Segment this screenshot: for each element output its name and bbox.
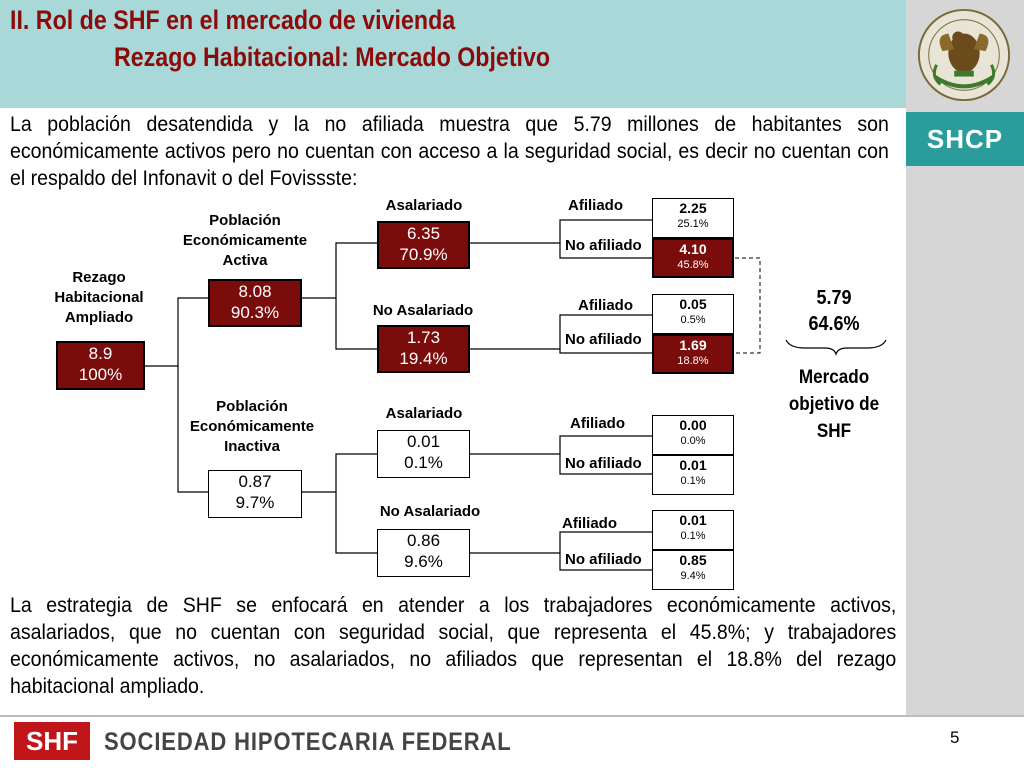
a1-no-afiliado-pct: 45.8% (677, 259, 709, 271)
i2-no-afiliado-value: 0.85 (679, 552, 707, 568)
slide-subtitle: Rezago Habitacional: Mercado Objetivo (114, 42, 551, 72)
intro-paragraph: La población desatendida y la no afiliad… (10, 113, 889, 190)
i1-no-afiliado-node: 0.01 0.1% (652, 455, 734, 495)
inactiva-no-asalariado-value: 0.86 (406, 531, 441, 550)
root-node: 8.9 100% (56, 341, 145, 390)
activa-asalariado-node: 6.35 70.9% (377, 221, 470, 269)
summary-pct: 64.6% (808, 313, 860, 335)
shcp-logo: SHCP (906, 112, 1024, 166)
i1-no-afiliado-value: 0.01 (679, 457, 707, 473)
i1-afiliado-pct: 0.0% (680, 435, 706, 447)
inactiva-no-asalariado-node: 0.86 9.6% (377, 529, 470, 577)
a1-afiliado-pct: 25.1% (677, 218, 709, 230)
mexican-coat-of-arms-seal-icon (917, 8, 1011, 102)
root-pct: 100% (78, 365, 123, 384)
i2-afiliado-value: 0.01 (679, 512, 707, 528)
a1-no-afiliado-value: 4.10 (679, 241, 707, 257)
a1-no-afiliado-node: 4.10 45.8% (652, 238, 734, 278)
a1-afiliado-node: 2.25 25.1% (652, 198, 734, 238)
inactiva-no-asalariado-label: No Asalariado (379, 503, 481, 520)
a2-no-afiliado-pct: 18.8% (677, 355, 709, 367)
inactiva-pct: 9.7% (235, 493, 275, 512)
header-band (0, 0, 906, 108)
inactiva-asalariado-value: 0.01 (406, 432, 441, 451)
i2-no-afiliado-pct: 9.4% (680, 570, 706, 582)
sidebar (906, 0, 1024, 715)
a2-afiliado-node: 0.05 0.5% (652, 294, 734, 334)
inactiva-node: 0.87 9.7% (208, 470, 302, 518)
i1-afiliado-value: 0.00 (679, 417, 707, 433)
a2-no-afiliado-node: 1.69 18.8% (652, 334, 734, 374)
inactiva-no-asalariado-pct: 9.6% (404, 552, 443, 571)
inactiva-asalariado-node: 0.01 0.1% (377, 430, 470, 478)
inactiva-label: Población Económicamente Inactiva (189, 398, 315, 455)
i1-no-afiliado-pct: 0.1% (680, 475, 706, 487)
shf-logo: SHF (14, 722, 90, 760)
footer-divider (0, 715, 1024, 717)
a1-afiliado-label: Afiliado (568, 197, 623, 214)
inactiva-asalariado-pct: 0.1% (404, 453, 443, 472)
i2-no-afiliado-node: 0.85 9.4% (652, 550, 734, 590)
a2-afiliado-value: 0.05 (679, 296, 707, 312)
root-value: 8.9 (88, 344, 113, 363)
footer (0, 717, 1024, 768)
activa-no-asalariado-pct: 19.4% (399, 349, 448, 368)
i1-afiliado-node: 0.00 0.0% (652, 415, 734, 455)
a1-afiliado-value: 2.25 (679, 200, 707, 216)
summary-total: 5.79 64.6% (791, 285, 877, 337)
i2-afiliado-node: 0.01 0.1% (652, 510, 734, 550)
tree-connectors (145, 219, 887, 571)
outro-paragraph: La estrategia de SHF se enfocará en aten… (10, 594, 897, 698)
a2-afiliado-pct: 0.5% (680, 314, 706, 326)
i2-afiliado-label: Afiliado (562, 515, 617, 532)
activa-node: 8.08 90.3% (208, 279, 302, 327)
activa-no-asalariado-label: No Asalariado (372, 302, 474, 319)
a2-afiliado-label: Afiliado (578, 297, 633, 314)
summary-value: 5.79 (816, 287, 852, 309)
activa-asalariado-pct: 70.9% (399, 245, 448, 264)
a2-no-afiliado-value: 1.69 (679, 337, 707, 353)
i1-no-afiliado-label: No afiliado (565, 455, 642, 472)
i2-afiliado-pct: 0.1% (680, 530, 706, 542)
activa-pct: 90.3% (230, 303, 280, 322)
activa-no-asalariado-value: 1.73 (406, 328, 441, 347)
inactiva-asalariado-label: Asalariado (385, 405, 463, 422)
activa-asalariado-label: Asalariado (385, 197, 463, 214)
activa-no-asalariado-node: 1.73 19.4% (377, 325, 470, 373)
activa-asalariado-value: 6.35 (406, 224, 441, 243)
summary-label: Mercado objetivo de SHF (788, 367, 880, 442)
a1-no-afiliado-label: No afiliado (565, 237, 642, 254)
activa-value: 8.08 (238, 282, 272, 301)
page-number: 5 (950, 728, 960, 747)
i2-no-afiliado-label: No afiliado (565, 551, 642, 568)
activa-label: Población Económicamente Activa (182, 212, 308, 269)
org-name: SOCIEDAD HIPOTECARIA FEDERAL (104, 728, 512, 756)
i1-afiliado-label: Afiliado (570, 415, 625, 432)
root-label: Rezago Habitacional Ampliado (40, 268, 158, 328)
inactiva-value: 0.87 (238, 472, 272, 491)
slide-title: II. Rol de SHF en el mercado de vivienda (10, 5, 456, 35)
root-label-text: Rezago Habitacional Ampliado (54, 269, 144, 326)
a2-no-afiliado-label: No afiliado (565, 331, 642, 348)
